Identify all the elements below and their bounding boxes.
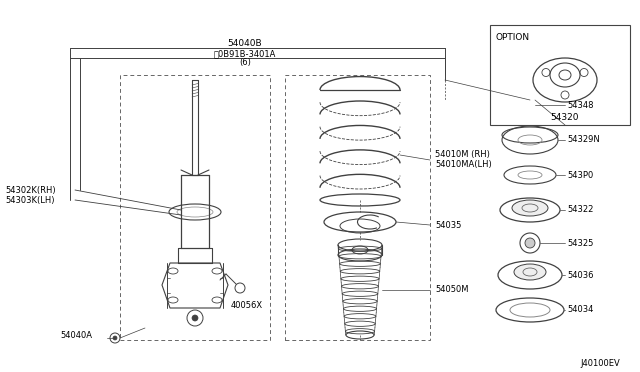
Text: 40056X: 40056X <box>231 301 263 311</box>
Text: 54050M: 54050M <box>435 285 468 295</box>
Bar <box>285 75 430 340</box>
Text: (6): (6) <box>239 58 251 67</box>
Text: 54036: 54036 <box>567 270 593 279</box>
Text: 54322: 54322 <box>567 205 593 215</box>
Circle shape <box>528 103 532 107</box>
Text: 54040A: 54040A <box>60 331 92 340</box>
Text: 54303K(LH): 54303K(LH) <box>5 196 54 205</box>
Text: 543P0: 543P0 <box>567 170 593 180</box>
Text: 54035: 54035 <box>435 221 461 230</box>
Text: 54329N: 54329N <box>567 135 600 144</box>
Bar <box>490 25 630 125</box>
Text: ⓝ0B91B-3401A: ⓝ0B91B-3401A <box>214 49 276 58</box>
Ellipse shape <box>514 264 546 280</box>
Text: J40100EV: J40100EV <box>580 359 620 369</box>
Circle shape <box>192 315 198 321</box>
Text: 54325: 54325 <box>567 238 593 247</box>
Text: 54010M (RH): 54010M (RH) <box>435 151 490 160</box>
Text: OPTION: OPTION <box>495 33 529 42</box>
Ellipse shape <box>512 200 548 216</box>
Text: 54040B: 54040B <box>228 39 262 48</box>
Circle shape <box>525 238 535 248</box>
Text: 54320: 54320 <box>551 112 579 122</box>
Text: 54348: 54348 <box>567 100 593 109</box>
Text: 54302K(RH): 54302K(RH) <box>5 186 56 195</box>
Text: 54010MA(LH): 54010MA(LH) <box>435 160 492 170</box>
Bar <box>120 75 270 340</box>
Text: 54034: 54034 <box>567 305 593 314</box>
Circle shape <box>113 336 117 340</box>
